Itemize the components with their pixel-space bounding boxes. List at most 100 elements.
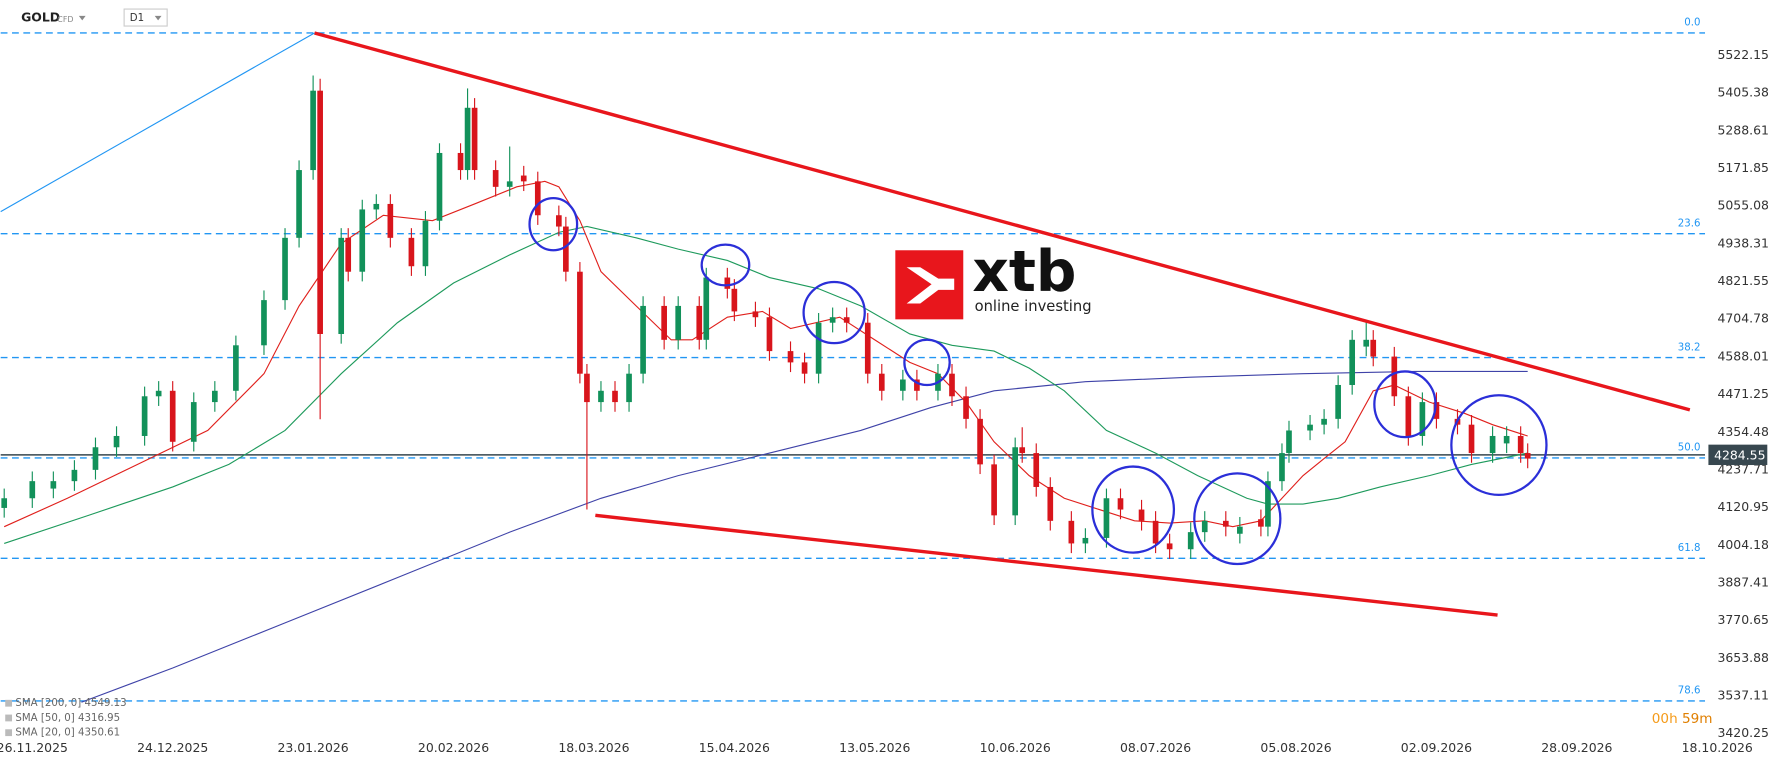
watermark: xtb online investing xyxy=(895,239,1092,320)
candle-body xyxy=(1279,453,1285,482)
trendline xyxy=(595,513,1498,617)
candle-body xyxy=(1082,537,1089,544)
candle-body xyxy=(1019,447,1026,454)
candle-body xyxy=(731,288,738,312)
header: GOLD CFD D1 xyxy=(21,8,168,27)
candle-body xyxy=(471,107,478,171)
fib-label: 0.0 xyxy=(1684,18,1700,29)
candle-body xyxy=(296,170,302,238)
candle-body xyxy=(408,237,415,267)
symbol: GOLD xyxy=(21,10,60,25)
candle-body xyxy=(1419,402,1426,436)
y-tick-label: 3653.88 xyxy=(1717,650,1768,665)
candle-body xyxy=(1047,486,1054,521)
candle-body xyxy=(1068,520,1075,544)
candle-body xyxy=(233,345,239,391)
candle-body xyxy=(169,390,176,442)
candle-body xyxy=(492,170,499,187)
candle-body xyxy=(991,464,997,516)
legend-swatch xyxy=(5,699,13,707)
candle-body xyxy=(878,373,885,391)
candle-body xyxy=(1201,520,1208,533)
ma-line xyxy=(3,180,1528,528)
candle-body xyxy=(801,362,808,374)
candle-body xyxy=(261,300,267,346)
candle-body xyxy=(1187,532,1194,550)
timeframe-box[interactable] xyxy=(123,8,168,27)
candle-body xyxy=(422,220,429,267)
candle-body xyxy=(1258,519,1264,527)
candle-body xyxy=(436,152,443,221)
legend-entry: SMA [20, 0] 4350.61 xyxy=(15,728,120,739)
x-tick-label: 18.03.2026 xyxy=(558,740,629,755)
y-tick-label: 5522.15 xyxy=(1717,47,1768,62)
x-tick-label: 20.02.2026 xyxy=(418,740,489,755)
highlight-circle xyxy=(802,280,866,345)
candle-body xyxy=(661,305,667,340)
legend-name: SMA [50, 0] xyxy=(15,713,74,724)
legend-swatch xyxy=(5,714,13,722)
y-tick-label: 4354.48 xyxy=(1717,424,1768,439)
candles-layer xyxy=(1,75,1531,559)
legend-value: 4549.13 xyxy=(84,698,126,709)
highlight-circle xyxy=(1091,465,1176,554)
candle-body xyxy=(977,418,983,465)
x-tick-label: 08.07.2026 xyxy=(1120,740,1191,755)
candle-body xyxy=(190,402,197,442)
candle-body xyxy=(1391,356,1398,397)
highlight-circle xyxy=(528,197,579,252)
candle-body xyxy=(520,175,527,182)
x-tick-label: 18.10.2026 xyxy=(1682,740,1753,755)
candle-body xyxy=(317,90,323,334)
y-tick-label: 5171.85 xyxy=(1717,160,1768,175)
candle-body xyxy=(373,203,380,210)
y-tick-label: 4938.31 xyxy=(1717,235,1768,250)
legend-value: 4316.95 xyxy=(78,713,120,724)
candle-body xyxy=(1433,402,1440,419)
candle-body xyxy=(556,215,562,227)
dropdown-arrow[interactable] xyxy=(78,15,86,21)
y-tick-label: 5288.61 xyxy=(1717,122,1768,137)
candle-body xyxy=(815,322,822,374)
candle-body xyxy=(1103,498,1110,538)
candle-body xyxy=(1033,453,1040,487)
legend-name: SMA [200, 0] xyxy=(15,698,81,709)
trendline xyxy=(0,32,315,213)
ma-line xyxy=(4,225,1528,544)
candle-body xyxy=(1307,424,1313,431)
fib-label: 78.6 xyxy=(1678,686,1701,697)
dropdown-arrow[interactable] xyxy=(154,15,162,21)
candle-body xyxy=(50,481,57,489)
candle-body xyxy=(914,379,920,391)
candle-body xyxy=(640,305,646,374)
candle-body xyxy=(1503,435,1510,444)
candle-body xyxy=(1286,430,1292,454)
candle-body xyxy=(696,305,703,340)
countdown-minutes: 59m xyxy=(1682,711,1713,727)
candle-body xyxy=(1012,447,1019,516)
y-tick-label: 4004.18 xyxy=(1717,537,1768,552)
candle-body xyxy=(598,390,604,403)
x-tick-label: 23.01.2026 xyxy=(278,740,349,755)
legend-value: 4350.61 xyxy=(78,728,120,739)
candle-body xyxy=(359,209,366,272)
countdown: 00h 59m xyxy=(1652,711,1713,727)
candle-body xyxy=(563,226,569,272)
candle-body xyxy=(1265,481,1271,527)
candle-body xyxy=(577,271,583,374)
last-price-box xyxy=(1708,444,1768,466)
highlights xyxy=(528,197,1548,566)
countdown-hours: 00h xyxy=(1652,711,1678,727)
legend-name: SMA [20, 0] xyxy=(15,728,74,739)
candle-body xyxy=(1370,339,1377,357)
legend-entry: SMA [50, 0] 4316.95 xyxy=(15,713,120,724)
candle-body xyxy=(864,322,871,374)
candle-body xyxy=(752,311,759,318)
candle-body xyxy=(963,396,969,419)
logo-mark xyxy=(906,267,955,304)
y-tick-label: 4237.71 xyxy=(1717,461,1768,476)
brand: xtb xyxy=(972,239,1076,305)
candle-body xyxy=(1489,435,1496,454)
